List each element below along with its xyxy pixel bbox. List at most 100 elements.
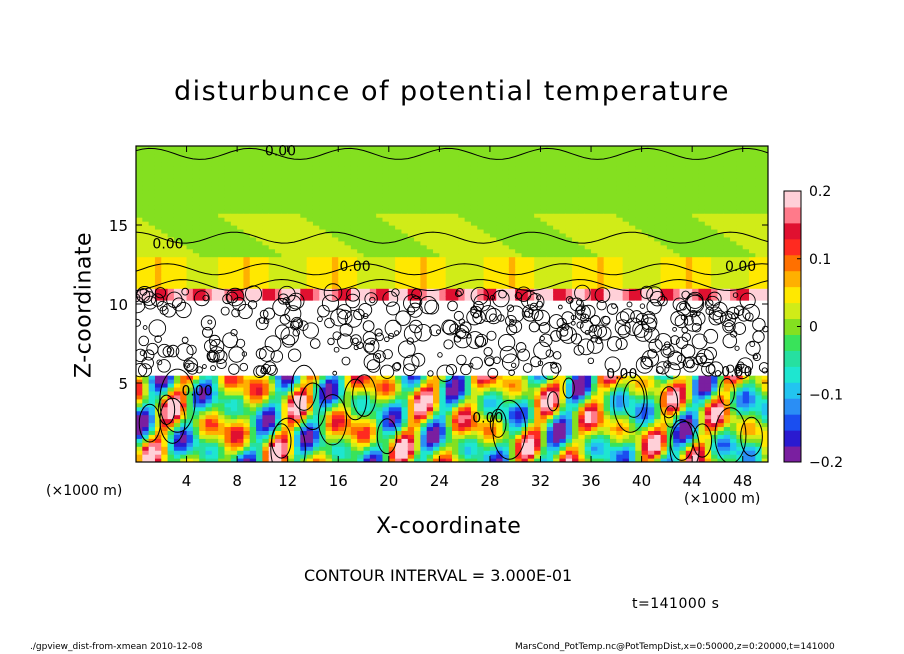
heatmap-cell bbox=[224, 236, 232, 242]
heatmap-cell bbox=[325, 236, 333, 242]
heatmap-cell bbox=[331, 260, 339, 266]
heatmap-cell bbox=[237, 272, 245, 277]
heatmap-cell bbox=[401, 383, 409, 388]
heatmap-cell bbox=[344, 450, 352, 455]
heatmap-cell bbox=[515, 213, 523, 218]
heatmap-cell bbox=[363, 307, 371, 313]
heatmap-cell bbox=[521, 169, 529, 175]
heatmap-cell bbox=[420, 177, 428, 183]
heatmap-cell bbox=[136, 454, 143, 459]
heatmap-cell bbox=[205, 201, 213, 206]
heatmap-cell bbox=[249, 197, 257, 202]
heatmap-cell bbox=[477, 201, 485, 206]
heatmap-cell bbox=[300, 438, 308, 443]
heatmap-cell bbox=[477, 315, 485, 321]
heatmap-cell bbox=[142, 311, 150, 317]
heatmap-cell bbox=[414, 248, 421, 254]
heatmap-cell bbox=[401, 386, 409, 392]
heatmap-cell bbox=[527, 339, 535, 345]
heatmap-cell bbox=[350, 446, 358, 451]
heatmap-cell bbox=[382, 379, 390, 384]
heatmap-cell bbox=[420, 153, 428, 159]
heatmap-cell bbox=[312, 394, 320, 400]
heatmap-cell bbox=[445, 304, 453, 309]
heatmap-cell bbox=[521, 406, 529, 412]
heatmap-cell bbox=[136, 458, 143, 462]
heatmap-cell bbox=[470, 165, 478, 171]
heatmap-cell bbox=[452, 418, 459, 424]
heatmap-cell bbox=[230, 244, 238, 250]
heatmap-cell bbox=[237, 434, 245, 439]
heatmap-cell bbox=[452, 315, 459, 321]
heatmap-cell bbox=[325, 193, 333, 198]
heatmap-cell bbox=[142, 252, 150, 258]
heatmap-cell bbox=[211, 276, 219, 281]
heatmap-cell bbox=[205, 418, 213, 424]
heatmap-cell bbox=[521, 189, 529, 194]
heatmap-cell bbox=[331, 256, 339, 262]
heatmap-cell bbox=[489, 319, 497, 325]
heatmap-cell bbox=[382, 414, 390, 420]
heatmap-cell bbox=[357, 331, 365, 337]
heatmap-cell bbox=[515, 379, 523, 384]
heatmap-cell bbox=[420, 331, 428, 337]
heatmap-cell bbox=[192, 426, 200, 431]
heatmap-cell bbox=[186, 319, 194, 325]
heatmap-cell bbox=[312, 189, 320, 194]
heatmap-cell bbox=[477, 284, 485, 289]
heatmap-cell bbox=[281, 189, 289, 194]
heatmap-cell bbox=[142, 434, 150, 439]
heatmap-cell bbox=[477, 339, 485, 345]
heatmap-cell bbox=[281, 248, 289, 254]
heatmap-cell bbox=[458, 272, 466, 277]
heatmap-cell bbox=[350, 189, 358, 194]
heatmap-cell bbox=[256, 272, 263, 277]
heatmap-cell bbox=[173, 169, 181, 175]
heatmap-cell bbox=[262, 379, 270, 384]
heatmap-cell bbox=[262, 157, 270, 163]
heatmap-cell bbox=[186, 331, 194, 337]
heatmap-cell bbox=[426, 236, 434, 242]
heatmap-cell bbox=[199, 181, 207, 187]
heatmap-cell bbox=[319, 296, 327, 301]
heatmap-cell bbox=[414, 225, 421, 230]
heatmap-cell bbox=[136, 232, 143, 238]
heatmap-cell bbox=[167, 359, 175, 364]
heatmap-cell bbox=[306, 236, 314, 242]
heatmap-cell bbox=[357, 418, 365, 424]
heatmap-cell bbox=[161, 351, 169, 356]
heatmap-cell bbox=[363, 209, 371, 214]
heatmap-cell bbox=[319, 379, 327, 384]
heatmap-cell bbox=[483, 296, 491, 301]
heatmap-cell bbox=[477, 414, 485, 420]
heatmap-cell bbox=[338, 414, 346, 420]
heatmap-cell bbox=[300, 402, 308, 408]
heatmap-cell bbox=[414, 256, 421, 262]
heatmap-cell bbox=[331, 280, 339, 285]
heatmap-cell bbox=[420, 339, 428, 345]
heatmap-cell bbox=[338, 232, 346, 238]
heatmap-cell bbox=[325, 272, 333, 277]
heatmap-cell bbox=[458, 268, 466, 273]
heatmap-cell bbox=[477, 438, 485, 443]
heatmap-cell bbox=[521, 339, 529, 345]
heatmap-cell bbox=[420, 410, 428, 416]
heatmap-cell bbox=[445, 402, 453, 408]
heatmap-cell bbox=[161, 205, 169, 210]
heatmap-cell bbox=[319, 244, 327, 250]
heatmap-cell bbox=[388, 153, 396, 159]
heatmap-cell bbox=[300, 205, 308, 210]
heatmap-cell bbox=[521, 161, 529, 167]
heatmap-cell bbox=[167, 177, 175, 183]
heatmap-cell bbox=[515, 280, 523, 285]
heatmap-cell bbox=[433, 375, 440, 380]
heatmap-cell bbox=[376, 185, 384, 191]
heatmap-cell bbox=[470, 197, 478, 202]
heatmap-cell bbox=[161, 434, 169, 439]
heatmap-cell bbox=[350, 232, 358, 238]
heatmap-cell bbox=[275, 161, 282, 167]
heatmap-cell bbox=[496, 185, 504, 191]
heatmap-cell bbox=[439, 232, 447, 238]
heatmap-cell bbox=[395, 323, 403, 329]
heatmap-cell bbox=[458, 189, 466, 194]
